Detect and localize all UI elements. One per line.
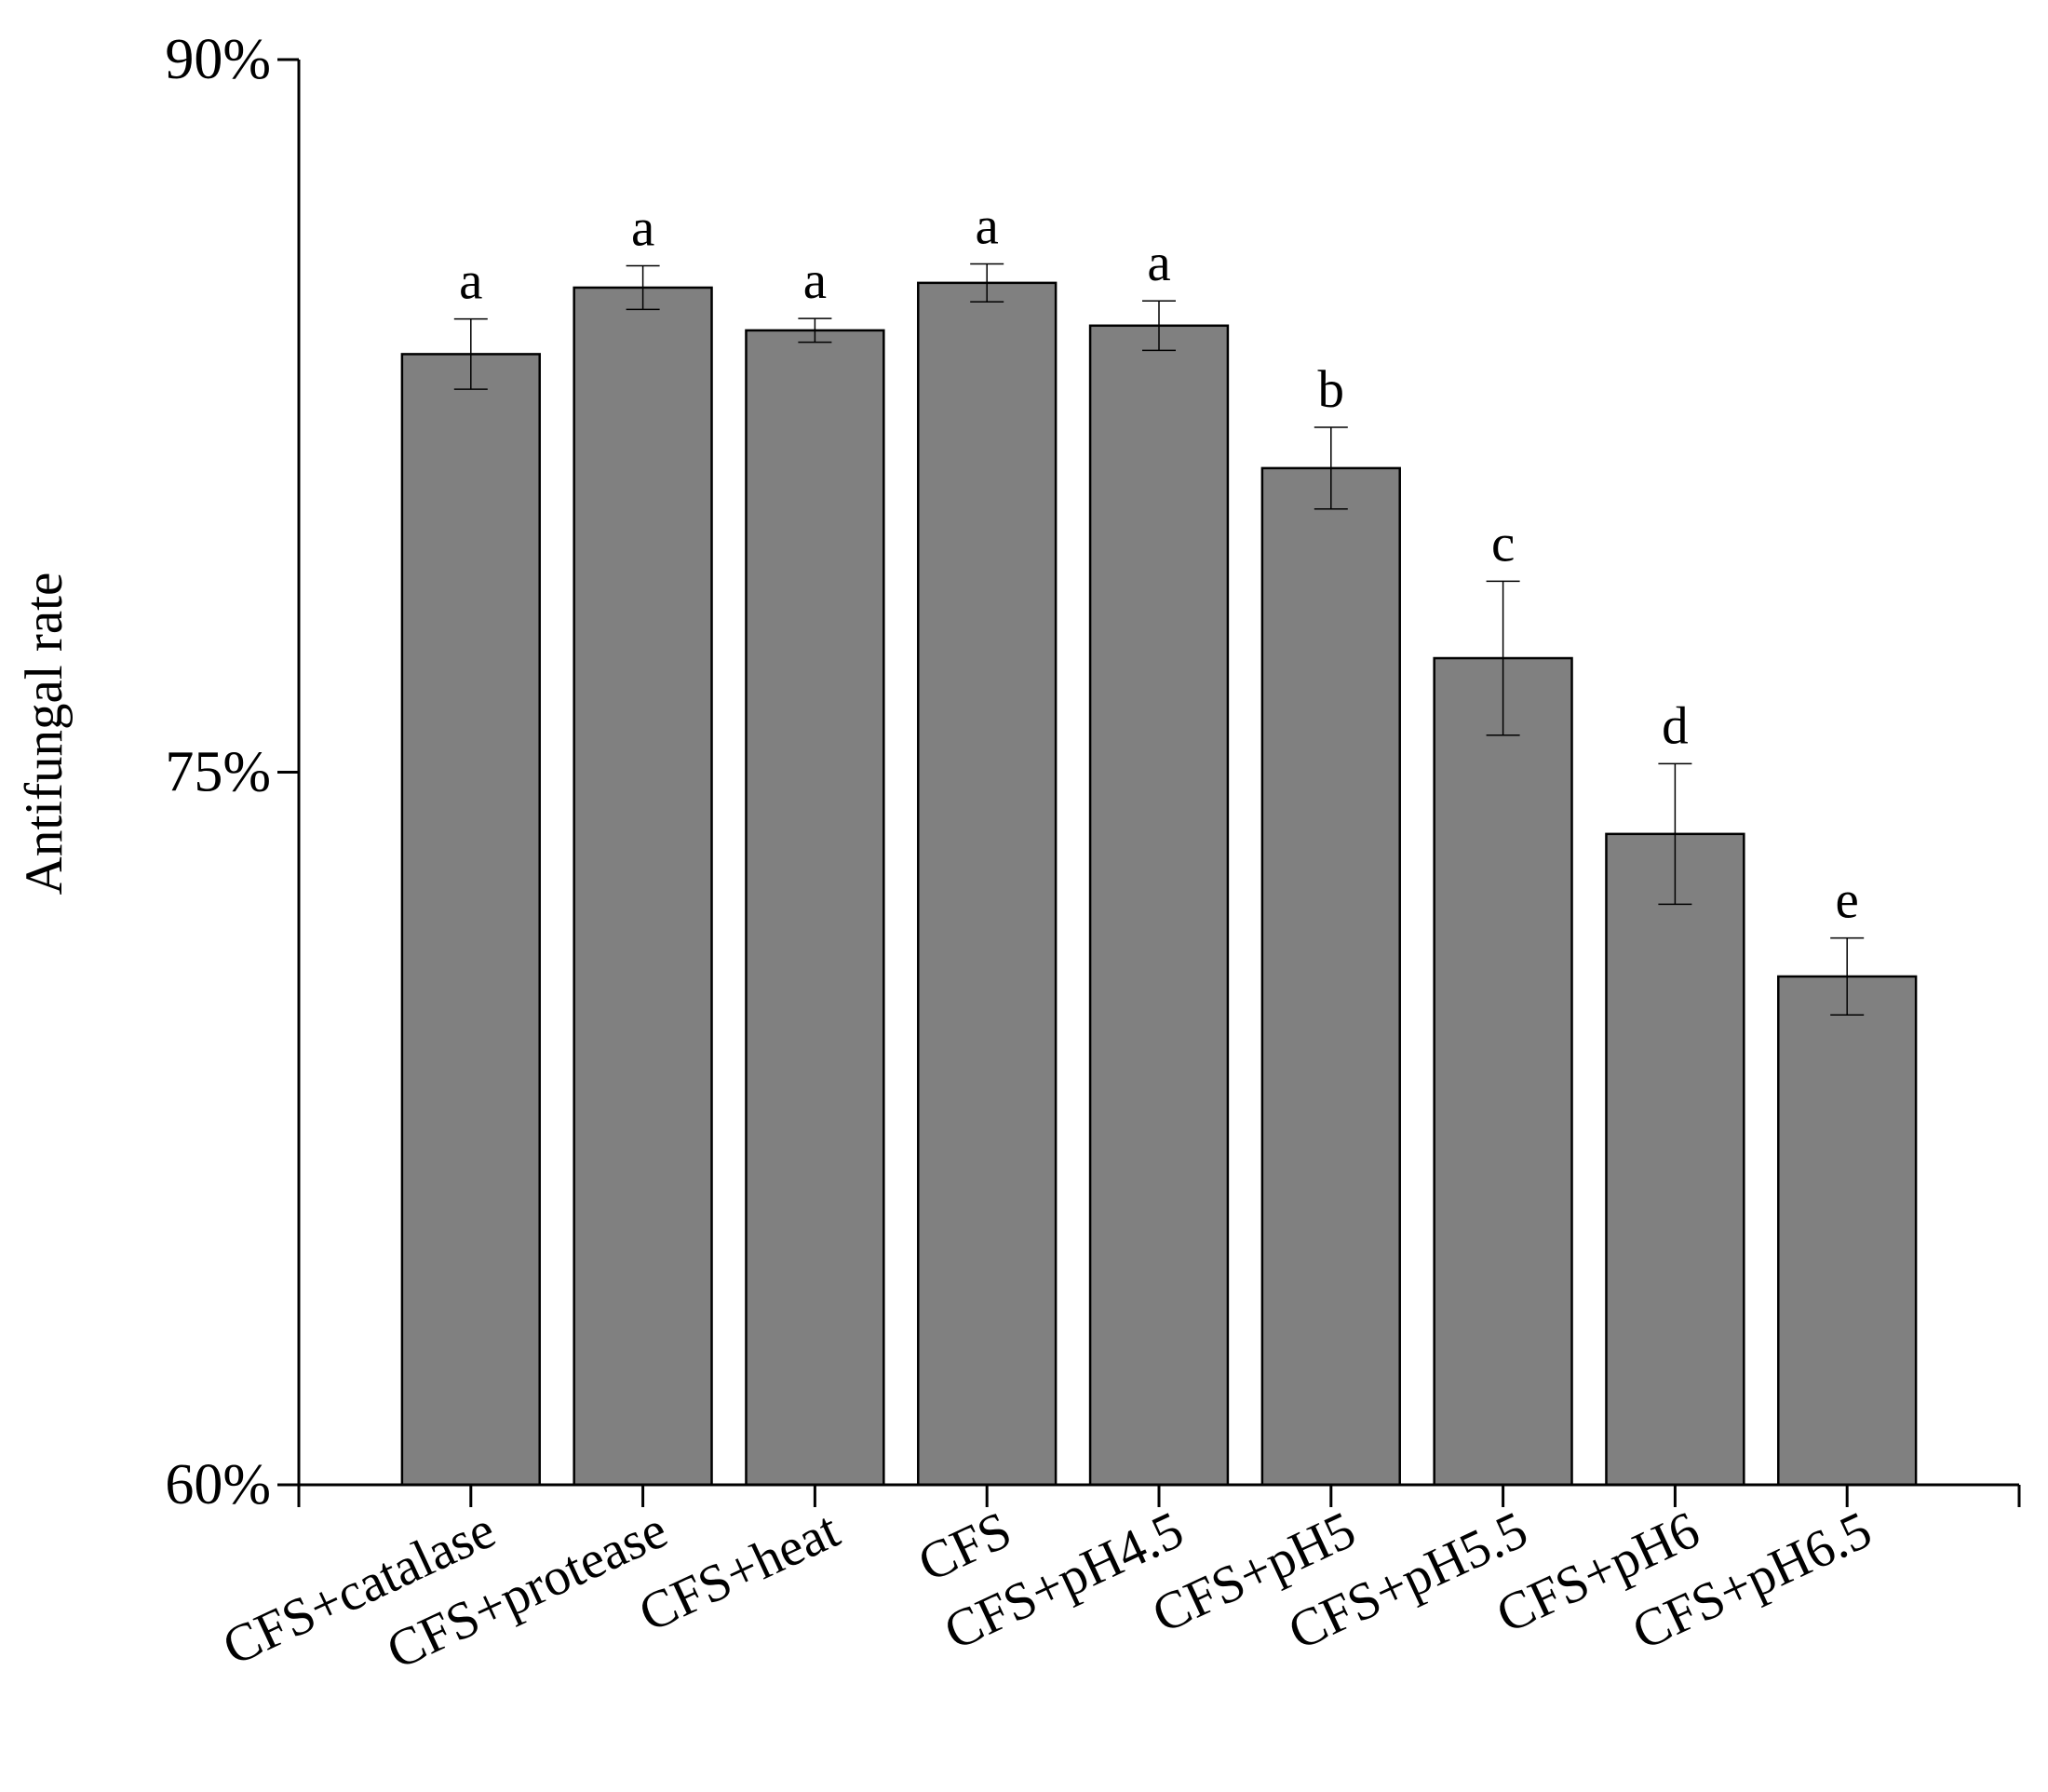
bar	[1088, 324, 1230, 1487]
error-bar	[1314, 426, 1348, 510]
bar	[1777, 975, 1918, 1487]
significance-letter: a	[1147, 234, 1170, 292]
significance-letter: e	[1836, 871, 1859, 930]
bar	[1433, 656, 1573, 1487]
y-tick-label: 75%	[165, 741, 271, 804]
error-bar	[626, 264, 660, 311]
y-tick-label: 90%	[165, 28, 271, 91]
bar	[745, 329, 885, 1487]
error-bar	[1142, 300, 1176, 352]
y-tick-label: 60%	[165, 1453, 271, 1516]
bar	[1260, 466, 1401, 1487]
bar	[1605, 832, 1745, 1487]
x-tick-label: CFS+heat	[630, 1501, 848, 1644]
bar	[917, 281, 1058, 1487]
error-bar	[1658, 762, 1692, 906]
significance-letter: b	[1318, 360, 1345, 419]
significance-letter: d	[1662, 696, 1689, 755]
bar	[400, 353, 541, 1487]
significance-letter: c	[1491, 514, 1515, 573]
significance-letter: a	[631, 198, 654, 257]
error-bar	[798, 317, 832, 344]
significance-letter: a	[976, 196, 999, 255]
error-bar	[1486, 580, 1520, 736]
bar	[573, 286, 713, 1487]
error-bar	[970, 263, 1004, 303]
y-axis-label: Antifungal rate	[15, 573, 74, 896]
error-bar	[453, 317, 488, 390]
significance-letter: a	[459, 252, 482, 311]
significance-letter: a	[803, 251, 827, 310]
error-bar	[1830, 936, 1865, 1017]
